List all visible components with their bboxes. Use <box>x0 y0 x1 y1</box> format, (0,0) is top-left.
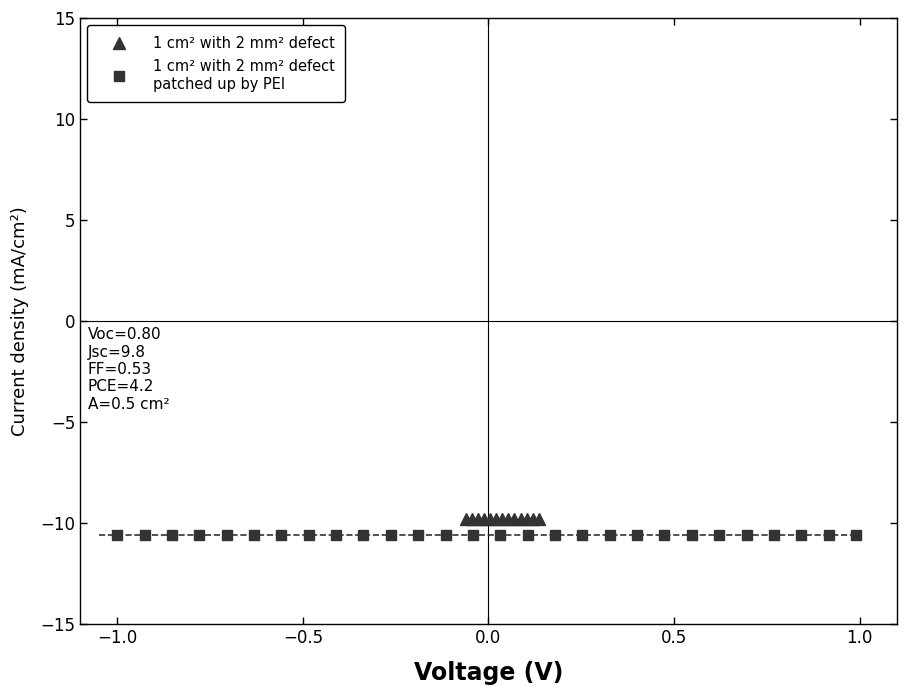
1 cm² with 2 mm² defect
patched up by PEI <box>768 530 779 539</box>
1 cm² with 2 mm² defect
patched up by PEI <box>824 530 834 539</box>
1 cm² with 2 mm² defect <box>467 515 478 523</box>
1 cm² with 2 mm² defect
patched up by PEI <box>549 530 560 539</box>
1 cm² with 2 mm² defect <box>479 515 489 523</box>
1 cm² with 2 mm² defect
patched up by PEI <box>385 530 396 539</box>
1 cm² with 2 mm² defect
patched up by PEI <box>468 530 479 539</box>
1 cm² with 2 mm² defect
patched up by PEI <box>522 530 533 539</box>
1 cm² with 2 mm² defect
patched up by PEI <box>331 530 341 539</box>
1 cm² with 2 mm² defect
patched up by PEI <box>495 530 506 539</box>
1 cm² with 2 mm² defect
patched up by PEI <box>358 530 369 539</box>
1 cm² with 2 mm² defect <box>528 514 538 523</box>
1 cm² with 2 mm² defect <box>485 515 496 523</box>
1 cm² with 2 mm² defect
patched up by PEI <box>303 530 314 539</box>
1 cm² with 2 mm² defect
patched up by PEI <box>714 530 725 539</box>
1 cm² with 2 mm² defect
patched up by PEI <box>632 530 643 539</box>
1 cm² with 2 mm² defect <box>497 515 508 523</box>
1 cm² with 2 mm² defect <box>521 514 532 523</box>
Line: 1 cm² with 2 mm² defect
patched up by PEI: 1 cm² with 2 mm² defect patched up by PE… <box>113 530 861 539</box>
1 cm² with 2 mm² defect <box>509 515 520 523</box>
X-axis label: Voltage (V): Voltage (V) <box>414 661 563 685</box>
1 cm² with 2 mm² defect
patched up by PEI <box>659 530 670 539</box>
1 cm² with 2 mm² defect
patched up by PEI <box>193 530 204 539</box>
1 cm² with 2 mm² defect
patched up by PEI <box>166 530 177 539</box>
Line: 1 cm² with 2 mm² defect: 1 cm² with 2 mm² defect <box>460 513 544 525</box>
1 cm² with 2 mm² defect
patched up by PEI <box>440 530 451 539</box>
1 cm² with 2 mm² defect
patched up by PEI <box>139 530 150 539</box>
1 cm² with 2 mm² defect
patched up by PEI <box>112 530 123 539</box>
1 cm² with 2 mm² defect <box>503 515 514 523</box>
1 cm² with 2 mm² defect
patched up by PEI <box>796 530 807 539</box>
1 cm² with 2 mm² defect <box>491 515 502 523</box>
1 cm² with 2 mm² defect
patched up by PEI <box>249 530 260 539</box>
Text: Voc=0.80
Jsc=9.8
FF=0.53
PCE=4.2
A=0.5 cm²: Voc=0.80 Jsc=9.8 FF=0.53 PCE=4.2 A=0.5 c… <box>87 327 169 412</box>
1 cm² with 2 mm² defect
patched up by PEI <box>605 530 616 539</box>
1 cm² with 2 mm² defect
patched up by PEI <box>413 530 424 539</box>
1 cm² with 2 mm² defect
patched up by PEI <box>276 530 287 539</box>
1 cm² with 2 mm² defect
patched up by PEI <box>741 530 752 539</box>
1 cm² with 2 mm² defect
patched up by PEI <box>577 530 587 539</box>
1 cm² with 2 mm² defect <box>460 515 471 523</box>
1 cm² with 2 mm² defect
patched up by PEI <box>851 530 862 539</box>
Y-axis label: Current density (mA/cm²): Current density (mA/cm²) <box>11 206 29 436</box>
1 cm² with 2 mm² defect
patched up by PEI <box>686 530 697 539</box>
Legend: 1 cm² with 2 mm² defect, 1 cm² with 2 mm² defect
patched up by PEI: 1 cm² with 2 mm² defect, 1 cm² with 2 mm… <box>87 25 345 102</box>
1 cm² with 2 mm² defect <box>473 515 484 523</box>
1 cm² with 2 mm² defect
patched up by PEI <box>222 530 232 539</box>
1 cm² with 2 mm² defect <box>515 514 526 523</box>
1 cm² with 2 mm² defect <box>533 514 544 523</box>
